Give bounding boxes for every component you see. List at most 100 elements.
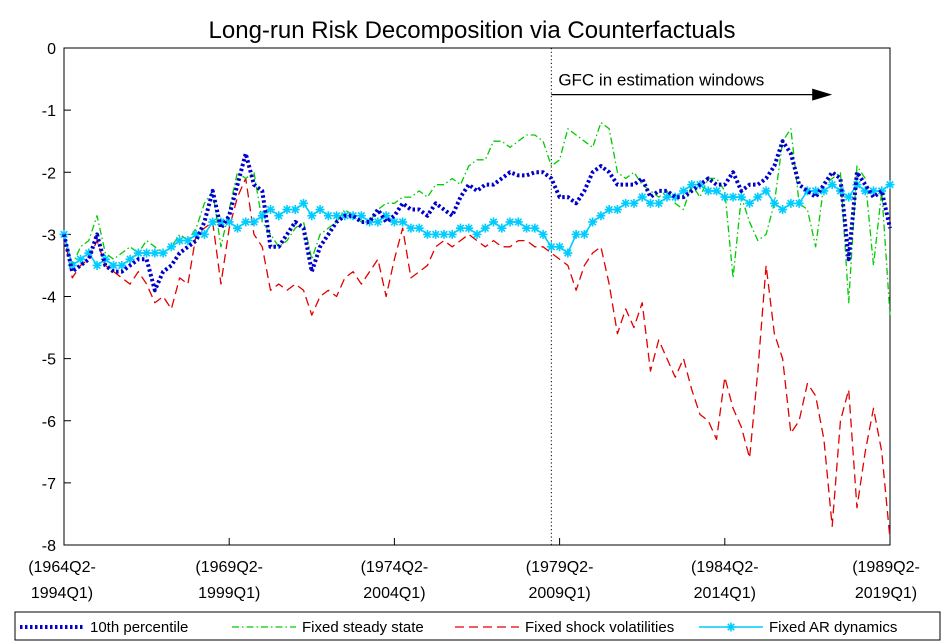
series-point: [398, 217, 408, 227]
series-point: [538, 229, 548, 239]
series-point: [497, 223, 507, 233]
series-point: [868, 186, 878, 196]
series-point: [381, 211, 391, 221]
series-point: [224, 217, 234, 227]
legend-label: Fixed steady state: [302, 619, 424, 636]
series-point: [59, 229, 69, 239]
series-point: [753, 192, 763, 202]
series-point: [191, 229, 201, 239]
series-fixed-shock-volatilities: [63, 177, 891, 539]
series-point: [728, 192, 738, 202]
series-point: [356, 211, 366, 221]
series-point: [158, 248, 168, 258]
series-point: [109, 260, 119, 270]
series-point: [241, 217, 251, 227]
chart-title: Long-run Risk Decomposition via Counterf…: [209, 17, 736, 44]
series-10th-percentile: [62, 139, 892, 293]
y-tick-label: 0: [47, 41, 56, 58]
legend-item: 10th percentile: [20, 619, 188, 636]
y-tick-label: -3: [42, 227, 56, 244]
series-point: [133, 248, 143, 258]
series-point: [844, 192, 854, 202]
series-point: [274, 211, 284, 221]
series-point: [571, 229, 581, 239]
y-tick-label: -7: [42, 476, 56, 493]
series-line: [62, 139, 892, 293]
legend-box: [14, 611, 941, 641]
series-point: [348, 211, 358, 221]
x-tick-label-line2: 1994Q1): [31, 585, 93, 602]
series-point: [125, 254, 135, 264]
series-point: [480, 223, 490, 233]
series-point: [513, 217, 523, 227]
series-point: [596, 211, 606, 221]
series-point: [546, 242, 556, 252]
x-tick-label-line2: 2004Q1): [363, 585, 425, 602]
series-point: [786, 198, 796, 208]
legend-items: 10th percentile Fixed steady state Fixed s…: [20, 619, 897, 636]
series-point: [555, 242, 565, 252]
legend: 10th percentile Fixed steady state Fixed s…: [14, 611, 941, 641]
series-point: [670, 192, 680, 202]
series-fixed-ar-dynamics: [59, 180, 895, 270]
legend-label: 10th percentile: [90, 619, 188, 636]
legend-label: Fixed AR dynamics: [769, 619, 897, 636]
series-point: [183, 236, 193, 246]
series-point: [489, 217, 499, 227]
series-point: [373, 217, 383, 227]
series-point: [819, 186, 829, 196]
series-point: [530, 223, 540, 233]
series-point: [266, 205, 275, 215]
series-point: [720, 192, 730, 202]
series-point: [299, 198, 309, 208]
series-point: [769, 198, 779, 208]
y-tick-label: -4: [42, 290, 56, 307]
x-tick-label-line1: (1964Q2-: [28, 559, 96, 576]
y-tick-label: -2: [42, 165, 56, 182]
series-line: [63, 183, 891, 267]
series-point: [166, 242, 176, 252]
series-point: [472, 229, 482, 239]
series-point: [687, 180, 697, 190]
series-point: [216, 217, 226, 227]
series-point: [604, 205, 614, 215]
series-point: [84, 248, 94, 258]
series-point: [662, 192, 672, 202]
series-point: [323, 211, 333, 221]
series-point: [736, 192, 746, 202]
series-point: [150, 248, 160, 258]
y-tick-label: -6: [42, 414, 56, 431]
series-point: [257, 211, 267, 221]
y-axis: 0 -1 -2 -3 -4 -5 -6 -7 -8: [42, 41, 71, 555]
series-point: [827, 180, 837, 190]
y-tick-label: -5: [42, 352, 56, 369]
series-point: [439, 229, 449, 239]
series-point: [645, 198, 655, 208]
x-tick-label-line1: (1984Q2-: [691, 559, 759, 576]
x-tick-label-line1: (1989Q2-: [852, 559, 920, 576]
series-point: [745, 198, 755, 208]
series-point: [629, 198, 639, 208]
x-tick-label-line2: 1999Q1): [198, 585, 260, 602]
series-point: [422, 229, 432, 239]
series-point: [654, 198, 664, 208]
series-point: [406, 223, 416, 233]
series-point: [877, 186, 887, 196]
series-point: [811, 186, 821, 196]
series-point: [208, 217, 218, 227]
x-axis: (1964Q2- 1994Q1) (1969Q2- 1999Q1) (1974Q2- 20…: [28, 538, 920, 602]
series-point: [455, 223, 465, 233]
series-point: [712, 186, 722, 196]
series-point: [794, 198, 804, 208]
x-tick-label-line2: 2019Q1): [855, 585, 917, 602]
gfc-arrow-head: [812, 88, 833, 101]
series-line: [63, 177, 891, 539]
series-point: [621, 198, 631, 208]
legend-item: Fixed shock volatilities: [455, 619, 674, 636]
series-point: [522, 223, 532, 233]
series-point: [414, 223, 424, 233]
series-point: [365, 217, 375, 227]
series-line: [63, 121, 891, 316]
series-point: [389, 217, 399, 227]
